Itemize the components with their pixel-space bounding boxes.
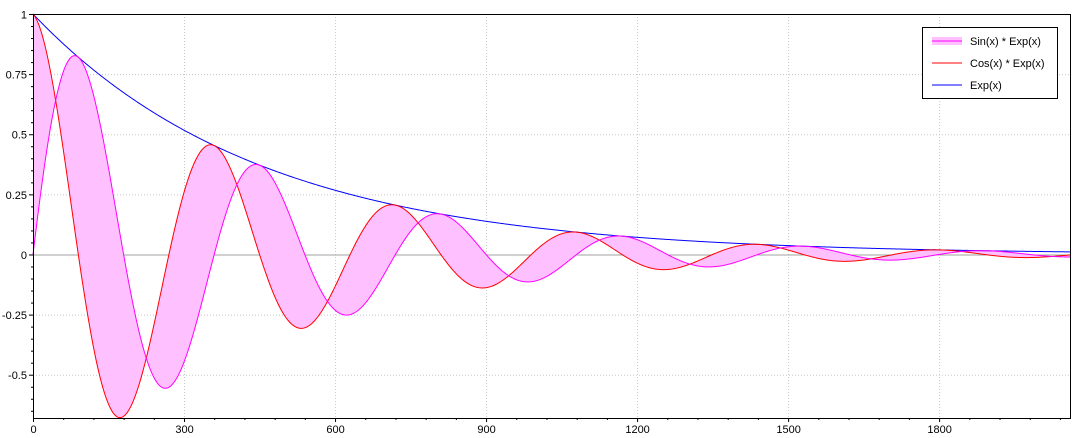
x-tick-label: 1500 <box>776 424 800 436</box>
series-line-cos-exp <box>32 13 1071 419</box>
series-line-exp <box>32 13 1071 253</box>
x-tick-label: 1800 <box>927 424 951 436</box>
x-tick-label: 0 <box>30 424 36 436</box>
series-lines <box>32 13 1071 419</box>
plot-frame <box>33 14 1071 419</box>
y-tick-label: 0.75 <box>6 70 27 82</box>
y-tick-label: 0.25 <box>6 190 27 202</box>
x-tick-label: 300 <box>175 424 193 436</box>
x-tick-label: 900 <box>477 424 495 436</box>
y-tick-label: 1 <box>21 10 27 22</box>
legend-label: Cos(x) * Exp(x) <box>970 58 1045 70</box>
y-tick-label: -0.5 <box>8 370 27 382</box>
axis-ticks <box>29 14 1061 422</box>
fill-area-layer <box>33 14 1070 418</box>
y-tick-label: 0 <box>21 250 27 262</box>
legend-label: Exp(x) <box>970 80 1002 92</box>
y-tick-label: 0.5 <box>12 130 27 142</box>
legend: Sin(x) * Exp(x) Cos(x) * Exp(x) Exp(x) <box>922 27 1058 99</box>
x-tick-label: 600 <box>326 424 344 436</box>
y-tick-label: -0.25 <box>2 310 27 322</box>
series-line-sin-exp <box>32 55 1070 389</box>
axis-tick-labels: 0 300 600 900 1200 1500 1800 1 0.75 0.5 0.25 0 -0.25… <box>2 10 952 437</box>
fill-area-sin-cos <box>33 14 1070 418</box>
x-tick-label: 1200 <box>625 424 649 436</box>
legend-label: Sin(x) * Exp(x) <box>970 36 1041 48</box>
